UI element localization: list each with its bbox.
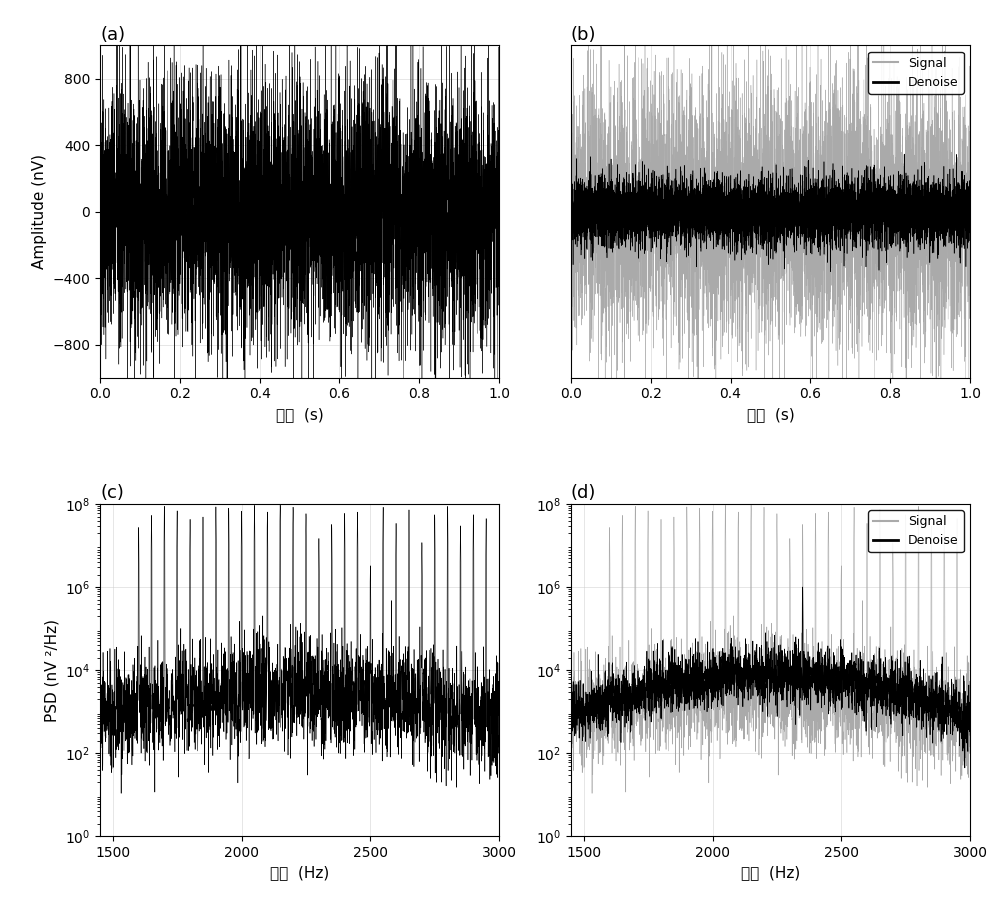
Signal — [893, 95, 905, 106]
Line: Signal: Signal — [571, 505, 970, 794]
Denoise — [898, 148, 910, 159]
X-axis label: 频率  (Hz): 频率 (Hz) — [741, 865, 800, 881]
Denoise — [717, 200, 729, 211]
Signal — [611, 684, 623, 694]
Signal — [637, 90, 649, 101]
Signal — [717, 234, 729, 245]
Denoise — [637, 208, 649, 219]
Denoise — [565, 216, 577, 227]
Denoise — [825, 266, 837, 277]
Denoise — [863, 235, 875, 246]
Denoise — [634, 697, 646, 708]
Y-axis label: Amplitude (nV): Amplitude (nV) — [32, 155, 47, 269]
Legend: Signal, Denoise: Signal, Denoise — [868, 52, 964, 94]
Signal — [586, 788, 598, 799]
Line: Signal: Signal — [571, 0, 970, 481]
Signal — [964, 678, 976, 689]
Denoise — [964, 217, 976, 228]
Denoise — [964, 730, 976, 741]
Signal — [806, 475, 818, 486]
Signal — [634, 689, 646, 700]
Denoise — [735, 675, 747, 686]
Signal — [956, 724, 968, 735]
Text: (d): (d) — [571, 484, 596, 503]
Signal — [745, 500, 757, 511]
Denoise — [893, 215, 905, 225]
Signal — [913, 683, 925, 694]
X-axis label: 时间  (s): 时间 (s) — [747, 407, 794, 422]
Line: Denoise: Denoise — [571, 154, 970, 272]
Signal — [825, 251, 837, 262]
Text: (a): (a) — [100, 25, 125, 44]
X-axis label: 频率  (Hz): 频率 (Hz) — [270, 865, 329, 881]
Denoise — [824, 238, 836, 249]
Signal — [718, 694, 730, 704]
Denoise — [797, 582, 809, 593]
Signal — [735, 724, 747, 734]
X-axis label: 时间  (s): 时间 (s) — [276, 407, 323, 422]
Line: Denoise: Denoise — [571, 587, 970, 768]
Y-axis label: PSD (nV ²/Hz): PSD (nV ²/Hz) — [44, 619, 59, 722]
Denoise — [718, 669, 730, 680]
Text: (c): (c) — [100, 484, 124, 503]
Text: (b): (b) — [571, 25, 596, 44]
Denoise — [804, 175, 816, 185]
Denoise — [956, 734, 968, 744]
Signal — [565, 205, 577, 216]
Signal — [804, 97, 816, 108]
Denoise — [959, 763, 971, 774]
Denoise — [565, 718, 577, 729]
Signal — [565, 676, 577, 687]
Signal — [964, 212, 976, 223]
Denoise — [610, 687, 622, 698]
Denoise — [913, 701, 925, 712]
Legend: Signal, Denoise: Signal, Denoise — [868, 510, 964, 553]
Signal — [863, 271, 875, 282]
